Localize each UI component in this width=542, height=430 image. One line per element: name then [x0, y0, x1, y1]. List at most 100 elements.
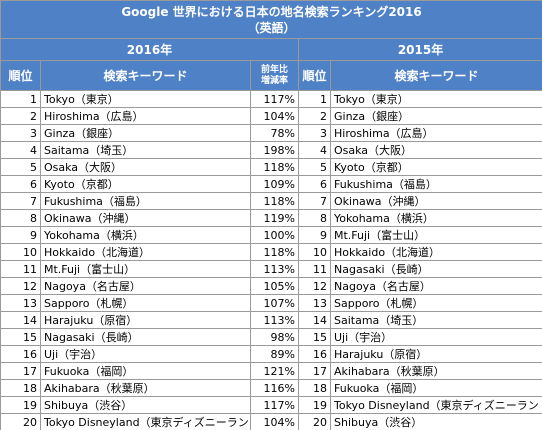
- keyword-cell: Tokyo Disneyland（東京ディズニーランド）: [40, 413, 251, 430]
- column-header: 順位: [298, 60, 331, 91]
- keyword-cell: Uji（宇治）: [329, 328, 542, 346]
- keyword-cell: Saitama（埼玉）: [329, 311, 542, 329]
- rank-cell: 13: [298, 294, 331, 312]
- title: Google 世界における日本の地名検索ランキング2016: [121, 4, 422, 19]
- subtitle: （英語）: [247, 20, 296, 35]
- column-header: 前年比 増減率: [250, 60, 299, 91]
- change-cell: 107%: [250, 294, 299, 312]
- change-cell: 118%: [250, 243, 299, 261]
- rank-cell: 7: [0, 192, 41, 210]
- keyword-cell: Tokyo（東京）: [40, 90, 251, 108]
- rank-cell: 7: [298, 192, 331, 210]
- keyword-cell: Uji（宇治）: [40, 345, 251, 363]
- rank-cell: 10: [0, 243, 41, 261]
- keyword-cell: Fukuoka（福岡）: [40, 362, 251, 380]
- table-head: Google 世界における日本の地名検索ランキング2016 （英語） 2016年…: [0, 0, 542, 91]
- change-cell: 117%: [250, 90, 299, 108]
- keyword-cell: Nagoya（名古屋）: [329, 277, 542, 295]
- rank-cell: 18: [298, 379, 331, 397]
- rank-cell: 5: [298, 158, 331, 176]
- keyword-cell: Tokyo（東京）: [329, 90, 542, 108]
- year-header: 2015年: [297, 38, 542, 61]
- rank-cell: 14: [298, 311, 331, 329]
- rank-cell: 12: [0, 277, 41, 295]
- keyword-cell: Ginza（銀座）: [329, 107, 542, 125]
- rank-cell: 15: [298, 328, 331, 346]
- table-row: 20 Tokyo Disneyland（東京ディズニーランド） 104% 20 Shib…: [0, 413, 542, 430]
- rank-cell: 2: [298, 107, 331, 125]
- keyword-cell: Fukushima（福島）: [329, 175, 542, 193]
- rank-cell: 8: [298, 209, 331, 227]
- keyword-cell: Akihabara（秋葉原）: [329, 362, 542, 380]
- rank-cell: 3: [298, 124, 331, 142]
- keyword-cell: Shibuya（渋谷）: [329, 413, 542, 430]
- table-row: 7 Fukushima（福島） 118% 7 Okinawa（沖縄）: [0, 192, 542, 210]
- change-cell: 113%: [250, 260, 299, 278]
- keyword-cell: Yokohama（横浜）: [329, 209, 542, 227]
- keyword-cell: Nagasaki（長崎）: [40, 328, 251, 346]
- change-cell: 117%: [250, 396, 299, 414]
- keyword-cell: Sapporo（札幌）: [329, 294, 542, 312]
- change-cell: 118%: [250, 158, 299, 176]
- rank-cell: 20: [298, 413, 331, 430]
- rank-cell: 13: [0, 294, 41, 312]
- rank-cell: 8: [0, 209, 41, 227]
- keyword-cell: Saitama（埼玉）: [40, 141, 251, 159]
- rank-cell: 15: [0, 328, 41, 346]
- change-cell: 198%: [250, 141, 299, 159]
- rank-cell: 12: [298, 277, 331, 295]
- column-header: 検索キーワード: [329, 60, 542, 91]
- rank-cell: 14: [0, 311, 41, 329]
- table-row: 1 Tokyo（東京） 117% 1 Tokyo（東京）: [0, 90, 542, 108]
- rank-cell: 2: [0, 107, 41, 125]
- rank-cell: 6: [298, 175, 331, 193]
- change-cell: 78%: [250, 124, 299, 142]
- rank-cell: 3: [0, 124, 41, 142]
- table-row: 4 Saitama（埼玉） 198% 4 Osaka（大阪）: [0, 141, 542, 159]
- keyword-cell: Fukushima（福島）: [40, 192, 251, 210]
- keyword-cell: Osaka（大阪）: [40, 158, 251, 176]
- keyword-cell: Hokkaido（北海道）: [40, 243, 251, 261]
- rank-cell: 9: [298, 226, 331, 244]
- change-cell: 104%: [250, 413, 299, 430]
- table-row: 3 Ginza（銀座） 78% 3 Hiroshima（広島）: [0, 124, 542, 142]
- change-cell: 109%: [250, 175, 299, 193]
- change-cell: 113%: [250, 311, 299, 329]
- table-row: 16 Uji（宇治） 89% 16 Harajuku（原宿）: [0, 345, 542, 363]
- keyword-cell: Mt.Fuji（富士山）: [329, 226, 542, 244]
- table-row: 9 Yokohama（横浜） 100% 9 Mt.Fuji（富士山）: [0, 226, 542, 244]
- keyword-cell: Okinawa（沖縄）: [329, 192, 542, 210]
- change-cell: 121%: [250, 362, 299, 380]
- table-row: 14 Harajuku（原宿） 113% 14 Saitama（埼玉）: [0, 311, 542, 329]
- table-body: 1 Tokyo（東京） 117% 1 Tokyo（東京） 2 Hiroshima（広島） 10…: [0, 90, 542, 430]
- change-cell: 100%: [250, 226, 299, 244]
- rank-cell: 20: [0, 413, 41, 430]
- rank-cell: 4: [0, 141, 41, 159]
- keyword-cell: Kyoto（京都）: [329, 158, 542, 176]
- rank-cell: 1: [298, 90, 331, 108]
- keyword-cell: Ginza（銀座）: [40, 124, 251, 142]
- year-header: 2016年: [0, 38, 299, 61]
- rank-cell: 19: [0, 396, 41, 414]
- rank-cell: 1: [0, 90, 41, 108]
- column-header: 順位: [0, 60, 41, 91]
- keyword-cell: Fukuoka（福岡）: [329, 379, 542, 397]
- table-row: 17 Fukuoka（福岡） 121% 17 Akihabara（秋葉原）: [0, 362, 542, 380]
- rank-cell: 16: [298, 345, 331, 363]
- table-row: 11 Mt.Fuji（富士山） 113% 11 Nagasaki（長崎）: [0, 260, 542, 278]
- keyword-cell: Shibuya（渋谷）: [40, 396, 251, 414]
- keyword-cell: Okinawa（沖縄）: [40, 209, 251, 227]
- keyword-cell: Mt.Fuji（富士山）: [40, 260, 251, 278]
- table-row: 19 Shibuya（渋谷） 117% 19 Tokyo Disneyland（東京ディ…: [0, 396, 542, 414]
- keyword-cell: Harajuku（原宿）: [40, 311, 251, 329]
- change-cell: 116%: [250, 379, 299, 397]
- keyword-cell: Nagasaki（長崎）: [329, 260, 542, 278]
- rank-cell: 16: [0, 345, 41, 363]
- keyword-cell: Sapporo（札幌）: [40, 294, 251, 312]
- keyword-cell: Tokyo Disneyland（東京ディズニーランド）: [329, 396, 542, 414]
- table-row: 10 Hokkaido（北海道） 118% 10 Hokkaido（北海道）: [0, 243, 542, 261]
- table-row: 18 Akihabara（秋葉原） 116% 18 Fukuoka（福岡）: [0, 379, 542, 397]
- change-cell: 118%: [250, 192, 299, 210]
